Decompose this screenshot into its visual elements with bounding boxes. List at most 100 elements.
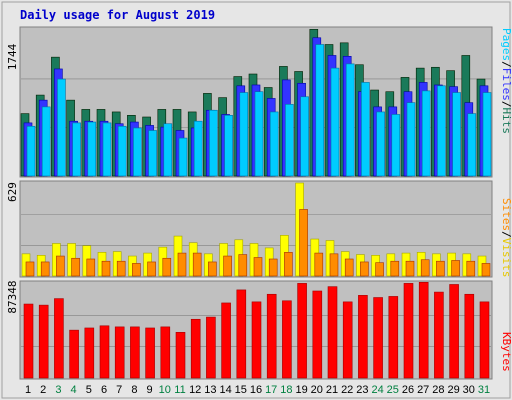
bar-pages-day-28 bbox=[437, 85, 446, 177]
x-tick-label-1: 1 bbox=[25, 384, 31, 396]
bar-sites-day-26 bbox=[405, 260, 415, 277]
bar-pages-day-3 bbox=[57, 78, 66, 177]
bar-kbytes-day-20 bbox=[312, 290, 323, 379]
bar-pages-day-15 bbox=[239, 92, 249, 177]
x-tick-label-20: 20 bbox=[311, 384, 323, 396]
bar-sites-day-4 bbox=[71, 257, 80, 277]
bar-sites-day-30 bbox=[466, 260, 476, 277]
x-tick-label-6: 6 bbox=[101, 384, 107, 396]
legend-sep-1: / bbox=[500, 61, 512, 68]
bar-kbytes-day-13 bbox=[206, 316, 216, 379]
x-tick-label-30: 30 bbox=[463, 384, 475, 396]
chart-title: Daily usage for August 2019 bbox=[20, 8, 215, 22]
bars-layer bbox=[20, 29, 492, 379]
x-tick-label-19: 19 bbox=[295, 384, 307, 396]
bar-kbytes-day-30 bbox=[464, 293, 475, 379]
bar-pages-day-29 bbox=[452, 92, 461, 177]
bar-kbytes-day-21 bbox=[327, 286, 338, 379]
x-tick-label-3: 3 bbox=[55, 384, 61, 396]
bar-sites-day-15 bbox=[238, 254, 248, 277]
x-tick-label-8: 8 bbox=[131, 384, 137, 396]
bar-sites-day-27 bbox=[420, 259, 430, 277]
legend-sites: Sites bbox=[500, 198, 512, 231]
legend-hits: Hits bbox=[500, 108, 512, 135]
bar-pages-day-4 bbox=[72, 122, 81, 177]
bar-pages-day-25 bbox=[391, 114, 401, 177]
bar-pages-day-18 bbox=[285, 104, 294, 177]
bar-pages-day-2 bbox=[41, 106, 51, 177]
bar-pages-day-11 bbox=[178, 137, 188, 177]
x-tick-label-24: 24 bbox=[371, 384, 383, 396]
bar-kbytes-day-26 bbox=[403, 283, 414, 379]
bar-pages-day-5 bbox=[87, 121, 97, 177]
legend-sep-2: / bbox=[500, 101, 512, 108]
x-tick-label-12: 12 bbox=[189, 384, 201, 396]
bar-sites-day-3 bbox=[56, 255, 65, 277]
bar-kbytes-day-5 bbox=[84, 327, 95, 379]
bar-pages-day-24 bbox=[376, 111, 385, 177]
bar-kbytes-day-27 bbox=[418, 281, 429, 379]
bar-pages-day-7 bbox=[117, 125, 127, 177]
x-tick-label-28: 28 bbox=[432, 384, 444, 396]
middle-ymax-label: 629 bbox=[6, 182, 19, 202]
bar-sites-day-7 bbox=[116, 260, 126, 277]
x-tick-label-15: 15 bbox=[235, 384, 247, 396]
bar-kbytes-day-22 bbox=[342, 301, 353, 379]
bar-pages-day-8 bbox=[133, 127, 142, 177]
bar-sites-day-12 bbox=[192, 252, 202, 277]
x-tick-label-10: 10 bbox=[159, 384, 171, 396]
bar-kbytes-day-23 bbox=[358, 295, 368, 379]
x-tick-label-22: 22 bbox=[341, 384, 353, 396]
bar-sites-day-16 bbox=[253, 257, 263, 277]
bar-kbytes-day-12 bbox=[190, 318, 201, 379]
bar-pages-day-27 bbox=[421, 90, 431, 177]
bar-sites-day-28 bbox=[436, 260, 445, 277]
x-tick-label-26: 26 bbox=[402, 384, 414, 396]
x-tick-label-13: 13 bbox=[204, 384, 216, 396]
legend-bottom: KBytes bbox=[500, 332, 512, 372]
bar-kbytes-day-14 bbox=[221, 302, 231, 379]
bar-pages-day-26 bbox=[406, 102, 416, 177]
bar-kbytes-day-11 bbox=[175, 332, 186, 379]
bar-sites-day-2 bbox=[40, 261, 50, 277]
bar-sites-day-1 bbox=[25, 261, 35, 277]
x-tick-label-14: 14 bbox=[219, 384, 231, 396]
bar-kbytes-day-24 bbox=[373, 297, 383, 379]
bar-pages-day-19 bbox=[300, 96, 309, 177]
bar-sites-day-10 bbox=[162, 257, 172, 277]
bar-pages-day-16 bbox=[254, 91, 264, 177]
bar-sites-day-14 bbox=[223, 255, 232, 277]
bar-sites-day-23 bbox=[360, 261, 369, 277]
bar-kbytes-day-16 bbox=[251, 301, 262, 379]
bar-kbytes-day-6 bbox=[99, 325, 110, 379]
bar-kbytes-day-2 bbox=[38, 304, 49, 379]
x-tick-label-7: 7 bbox=[116, 384, 122, 396]
bar-pages-day-22 bbox=[345, 63, 355, 177]
bar-pages-day-14 bbox=[224, 115, 233, 177]
legend-visits: Visits bbox=[500, 238, 512, 278]
bar-kbytes-day-7 bbox=[114, 326, 125, 379]
bar-kbytes-day-1 bbox=[23, 303, 34, 379]
x-tick-label-27: 27 bbox=[417, 384, 429, 396]
bar-sites-day-29 bbox=[451, 260, 460, 277]
bar-pages-day-6 bbox=[102, 122, 112, 177]
x-tick-label-9: 9 bbox=[147, 384, 153, 396]
x-tick-label-4: 4 bbox=[71, 384, 77, 396]
legend-pages: Pages bbox=[500, 28, 512, 61]
x-tick-label-11: 11 bbox=[174, 384, 185, 396]
legend-middle: Sites/Visits bbox=[500, 198, 512, 278]
bar-pages-day-13 bbox=[209, 109, 218, 177]
bottom-ymax-label: 87348 bbox=[6, 280, 19, 313]
bar-kbytes-day-18 bbox=[282, 300, 292, 379]
bar-kbytes-day-28 bbox=[434, 291, 444, 379]
bar-sites-day-8 bbox=[132, 263, 141, 277]
bar-pages-day-12 bbox=[193, 120, 203, 177]
bar-sites-day-25 bbox=[390, 260, 400, 277]
bar-sites-day-21 bbox=[329, 253, 339, 277]
x-tick-label-17: 17 bbox=[265, 384, 277, 396]
bar-sites-day-5 bbox=[86, 258, 96, 277]
bar-kbytes-day-17 bbox=[266, 293, 277, 379]
bar-kbytes-day-25 bbox=[388, 296, 399, 379]
